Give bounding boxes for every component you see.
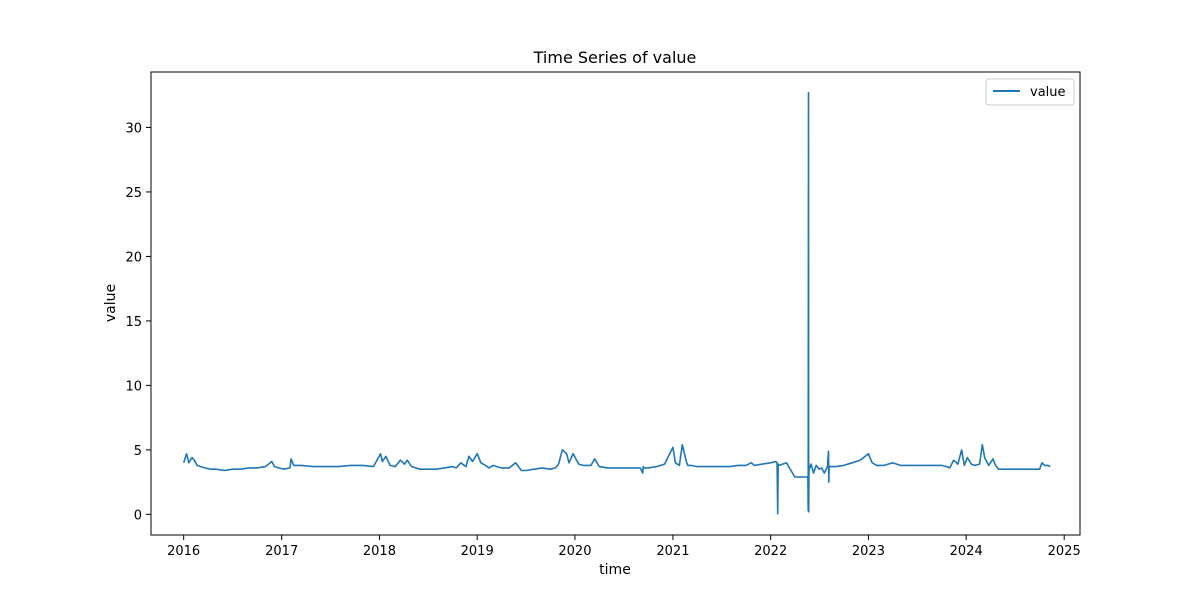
x-tick-label: 2020	[558, 544, 591, 559]
chart-title: Time Series of value	[533, 48, 697, 67]
x-tick-label: 2023	[852, 544, 885, 559]
x-tick-label: 2021	[656, 544, 689, 559]
plot-area	[182, 91, 1051, 515]
axes-frame	[150, 71, 1081, 536]
legend-frame	[985, 78, 1075, 106]
x-tick-label: 2025	[1048, 544, 1081, 559]
x-axis: 2016 2017 2018 2019 2020 2021 2022 2023 2024 2025	[167, 535, 1081, 559]
y-tick-label: 15	[125, 315, 142, 330]
x-tick-label: 2016	[167, 544, 200, 559]
legend: value	[985, 78, 1075, 106]
legend-entry-value: value	[1030, 85, 1066, 100]
x-axis-label: time	[599, 562, 631, 578]
y-tick-label: 30	[125, 121, 142, 136]
x-tick-label: 2017	[265, 544, 298, 559]
x-tick-label: 2019	[461, 544, 494, 559]
y-tick-label: 0	[134, 508, 142, 523]
y-tick-label: 20	[125, 250, 142, 265]
x-tick-label: 2022	[754, 544, 787, 559]
y-axis: 0 5 10 15 20 25 30	[125, 121, 151, 523]
x-tick-label: 2024	[950, 544, 983, 559]
x-tick-label: 2018	[363, 544, 396, 559]
y-tick-label: 10	[125, 379, 142, 394]
y-axis-label: value	[103, 284, 119, 322]
series-line-value	[182, 91, 1051, 515]
y-tick-label: 25	[125, 186, 142, 201]
y-tick-label: 5	[134, 444, 142, 459]
